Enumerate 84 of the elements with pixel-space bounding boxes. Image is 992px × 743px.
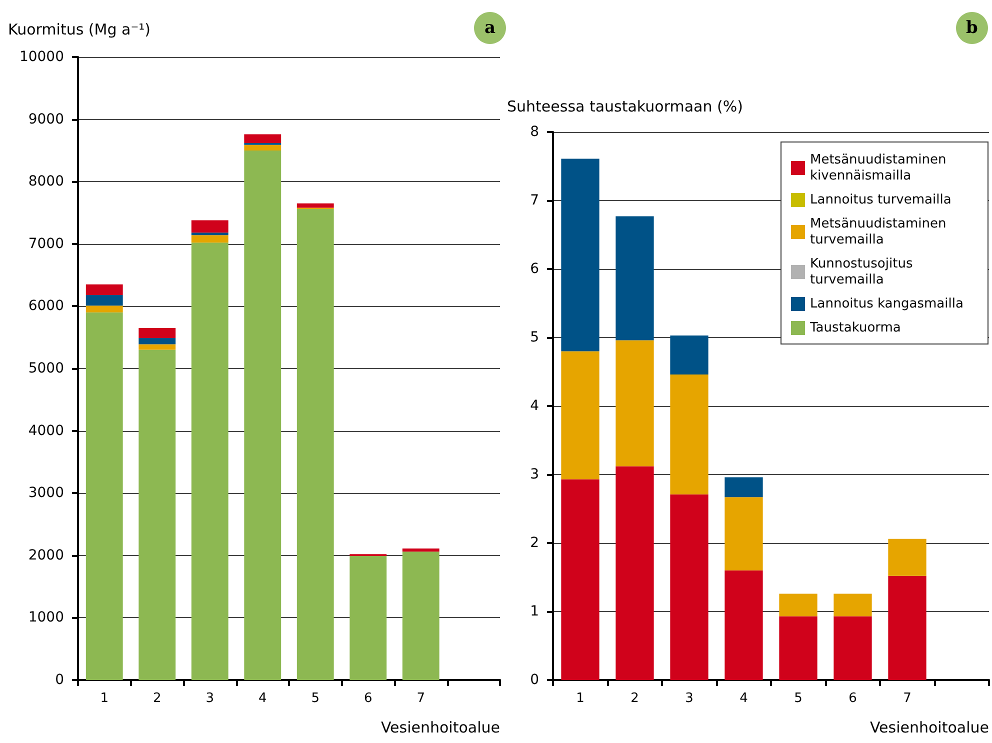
y-tick-label: 6000 [28,298,64,314]
bar [244,134,282,143]
bar [779,594,818,616]
bar [86,294,123,306]
y-tick-label: 4000 [28,422,64,439]
y-tick-label: 2000 [28,547,64,564]
x-tick-label: 1 [100,691,109,706]
bar [138,344,176,350]
x-tick-label: 4 [258,691,267,706]
bar [670,374,708,494]
y-tick-label: 6 [530,261,540,277]
text: b [966,18,978,38]
y-tick-label: 9000 [28,111,64,128]
bar [86,284,123,295]
bar [244,150,282,680]
legend-label: Taustakuorma [809,320,901,336]
bar [402,552,440,680]
bar [191,235,228,243]
y-tick-label: 0 [530,672,539,688]
bar [402,548,440,552]
bar [191,220,228,233]
text: a [484,18,496,38]
x-tick-label: 7 [416,691,426,706]
y-tick-label: 8 [530,124,539,140]
x-tick-label: 2 [152,691,162,706]
legend-label: Metsänuudistaminen turvemailla [810,216,950,248]
x-axis-title: Vesienhoitoalue [870,718,989,736]
x-axis-title: Vesienhoitoalue [380,718,500,736]
bar [616,216,654,340]
bar [779,616,818,680]
bar [834,594,872,616]
x-tick-label: 5 [794,691,802,706]
bar [724,570,763,680]
bar [350,556,387,680]
y-tick-label: 7 [530,192,539,208]
x-tick-label: 3 [206,691,214,706]
x-tick-label: 6 [364,691,372,706]
y-tick-label: 1 [530,604,539,620]
bar [670,494,708,680]
y-tick-label: 5 [530,330,539,346]
x-tick-label: 7 [903,691,912,706]
bar [244,144,282,150]
x-tick-label: 6 [848,691,857,706]
bar [616,340,654,466]
bar [888,576,926,680]
legend-label: Lannoitus turvemailla [810,192,952,208]
y-tick-label: 1000 [28,610,64,626]
x-tick-label: 1 [576,691,584,706]
bar [670,335,708,374]
bar [724,497,763,570]
bar [888,538,926,576]
bar [86,306,123,312]
bar [561,479,600,680]
legend-label: Lannoitus kangasmailla [810,296,964,312]
legend-label: Kunnostusojitus turvemailla [810,256,917,288]
bar [138,350,176,680]
y-tick-label: 3 [530,466,539,482]
bar [191,232,228,236]
bar [561,351,600,480]
y-tick-label: 2 [530,535,539,551]
bar [561,158,600,352]
x-tick-label: 2 [630,691,639,706]
y-tick-label: 3000 [28,485,64,502]
bar [834,616,872,680]
bar [138,338,176,344]
bar [191,242,228,680]
y-tick-label: 0 [55,672,64,688]
y-tick-label: 4 [530,398,540,414]
x-tick-label: 3 [685,691,694,706]
x-tick-label: 4 [740,691,748,706]
bar [296,203,334,208]
bar [724,477,763,498]
y-tick-label: 7000 [28,236,64,252]
bar [296,209,334,680]
y-tick-label: 8000 [28,174,64,190]
y-axis-title: Kuormitus (Mg a⁻¹) [8,20,150,38]
y-axis-title: Suhteessa taustakuormaan (%) [507,98,743,116]
bar [86,312,123,680]
bar [616,466,654,680]
y-tick-label: 5000 [28,360,64,376]
legend-label: Metsänuudistaminen kivennäismailla [810,152,950,184]
y-tick-label: 10000 [19,49,64,65]
x-tick-label: 5 [311,691,320,706]
bar [138,328,176,338]
